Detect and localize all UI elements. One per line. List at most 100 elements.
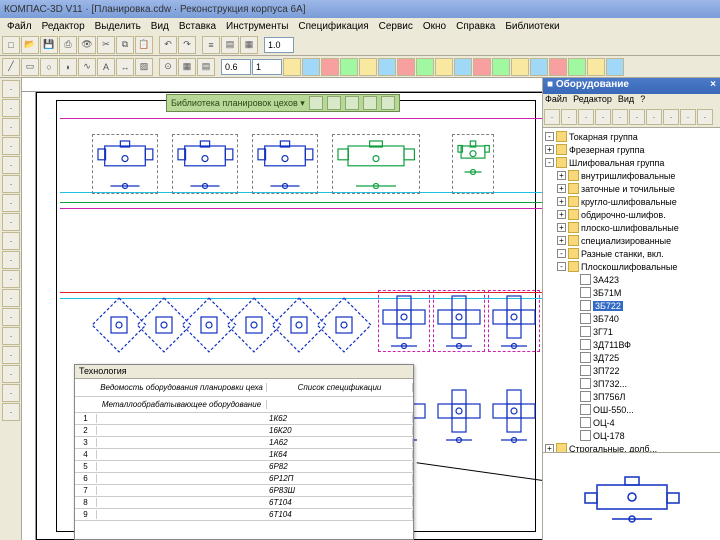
tool2-7[interactable] (416, 58, 434, 76)
tree-item[interactable]: 3П756Л (545, 390, 718, 403)
float-b[interactable] (327, 96, 341, 110)
tree-expander[interactable]: + (557, 197, 566, 206)
text-button[interactable]: A (97, 58, 115, 76)
left-trm-button[interactable]: · (2, 384, 20, 402)
machine-diamond[interactable] (186, 302, 232, 351)
open-button[interactable]: 📂 (21, 36, 39, 54)
menu-tools[interactable]: Инструменты (221, 21, 293, 32)
panel-tb-i[interactable]: · (680, 109, 696, 125)
equipment-tree[interactable]: -Токарная группа+Фрезерная группа-Шлифов… (543, 128, 720, 452)
panel-tb-g[interactable]: · (646, 109, 662, 125)
tree-item[interactable]: +Фрезерная группа (545, 143, 718, 156)
copy-button[interactable]: ⧉ (116, 36, 134, 54)
props-button[interactable]: ≡ (202, 36, 220, 54)
panel-menu-help[interactable]: ? (640, 94, 645, 108)
line-button[interactable]: ╱ (2, 58, 20, 76)
tree-expander[interactable]: + (557, 210, 566, 219)
tool2-16[interactable] (587, 58, 605, 76)
redo-button[interactable]: ↷ (178, 36, 196, 54)
panel-menu-view[interactable]: Вид (618, 94, 634, 108)
tree-expander[interactable]: - (545, 158, 554, 167)
panel-close-icon[interactable]: × (710, 79, 716, 93)
left-mea-button[interactable]: · (2, 270, 20, 288)
print-button[interactable]: ⎙ (59, 36, 77, 54)
float-d[interactable] (363, 96, 377, 110)
left-del-button[interactable]: · (2, 289, 20, 307)
panel-tb-j[interactable]: · (697, 109, 713, 125)
left-line-button[interactable]: · (2, 99, 20, 117)
left-ext-button[interactable]: · (2, 403, 20, 421)
tool2-13[interactable] (530, 58, 548, 76)
tree-expander[interactable]: + (557, 223, 566, 232)
spec-row[interactable]: 41К64 (75, 449, 413, 461)
drawing-canvas[interactable]: Библиотека планировок цехов ▾ (22, 78, 542, 540)
spec-row[interactable]: 31А62 (75, 437, 413, 449)
tool2-14[interactable] (549, 58, 567, 76)
tree-item[interactable]: +специализированные (545, 234, 718, 247)
menu-edit[interactable]: Редактор (37, 21, 90, 32)
left-txt-button[interactable]: · (2, 194, 20, 212)
tree-expander[interactable]: - (545, 132, 554, 141)
tree-item[interactable]: 3Б740 (545, 312, 718, 325)
menu-view[interactable]: Вид (146, 21, 174, 32)
panel-tb-f[interactable]: · (629, 109, 645, 125)
left-poly-button[interactable]: · (2, 175, 20, 193)
tree-item[interactable]: 3П722 (545, 364, 718, 377)
menu-libs[interactable]: Библиотеки (500, 21, 564, 32)
left-mov-button[interactable]: · (2, 308, 20, 326)
left-dim-button[interactable]: · (2, 213, 20, 231)
tree-expander[interactable]: + (545, 145, 554, 154)
spec-row[interactable]: 86Т104 (75, 497, 413, 509)
left-circ-button[interactable]: · (2, 137, 20, 155)
spec-row[interactable]: 56Р82 (75, 461, 413, 473)
snap-button[interactable]: ⊙ (159, 58, 177, 76)
tool2-3[interactable] (340, 58, 358, 76)
panel-tb-c[interactable]: · (578, 109, 594, 125)
panel-menu-file[interactable]: Файл (545, 94, 567, 108)
machine-diamond[interactable] (141, 302, 187, 351)
tree-expander[interactable]: + (557, 236, 566, 245)
left-sel-button[interactable]: · (2, 80, 20, 98)
machine-diamond[interactable] (231, 302, 277, 351)
machine-diamond[interactable] (96, 302, 142, 351)
tree-item[interactable]: 3А423 (545, 273, 718, 286)
zoom-field[interactable]: 1.0 (264, 37, 294, 53)
left-arc-button[interactable]: · (2, 156, 20, 174)
field_w[interactable]: 0.6 (221, 59, 251, 75)
left-rect-button[interactable]: · (2, 118, 20, 136)
tree-item[interactable]: ОЦ-178 (545, 429, 718, 442)
panel-titlebar[interactable]: ■ Оборудование × (543, 78, 720, 94)
tree-expander[interactable]: + (557, 184, 566, 193)
field_h[interactable]: 1 (252, 59, 282, 75)
machine-cross[interactable] (491, 388, 537, 447)
left-blk-button[interactable]: · (2, 251, 20, 269)
tree-item[interactable]: -Плоскошлифовальные (545, 260, 718, 273)
tree-item[interactable]: +плоско-шлифовальные (545, 221, 718, 234)
spec-row[interactable]: 76Р83Ш (75, 485, 413, 497)
float-a[interactable] (309, 96, 323, 110)
cut-button[interactable]: ✂ (97, 36, 115, 54)
left-mir-button[interactable]: · (2, 346, 20, 364)
dim-button[interactable]: ↔ (116, 58, 134, 76)
panel-menu-edit[interactable]: Редактор (573, 94, 612, 108)
float-c[interactable] (345, 96, 359, 110)
tool2-12[interactable] (511, 58, 529, 76)
tree-expander[interactable]: + (545, 444, 554, 452)
spline-button[interactable]: ∿ (78, 58, 96, 76)
tool2-1[interactable] (302, 58, 320, 76)
layers-button[interactable]: ▤ (221, 36, 239, 54)
menu-service[interactable]: Сервис (374, 21, 418, 32)
undo-button[interactable]: ↶ (159, 36, 177, 54)
save-button[interactable]: 💾 (40, 36, 58, 54)
panel-tb-a[interactable]: · (544, 109, 560, 125)
tool2-15[interactable] (568, 58, 586, 76)
circle-button[interactable]: ○ (40, 58, 58, 76)
tool2-0[interactable] (283, 58, 301, 76)
tree-item[interactable]: +заточные и точильные (545, 182, 718, 195)
paste-button[interactable]: 📋 (135, 36, 153, 54)
tree-expander[interactable]: - (557, 249, 566, 258)
hatch-button[interactable]: ▨ (135, 58, 153, 76)
panel-tb-d[interactable]: · (595, 109, 611, 125)
preview-button[interactable]: 👁 (78, 36, 96, 54)
menu-insert[interactable]: Вставка (174, 21, 221, 32)
